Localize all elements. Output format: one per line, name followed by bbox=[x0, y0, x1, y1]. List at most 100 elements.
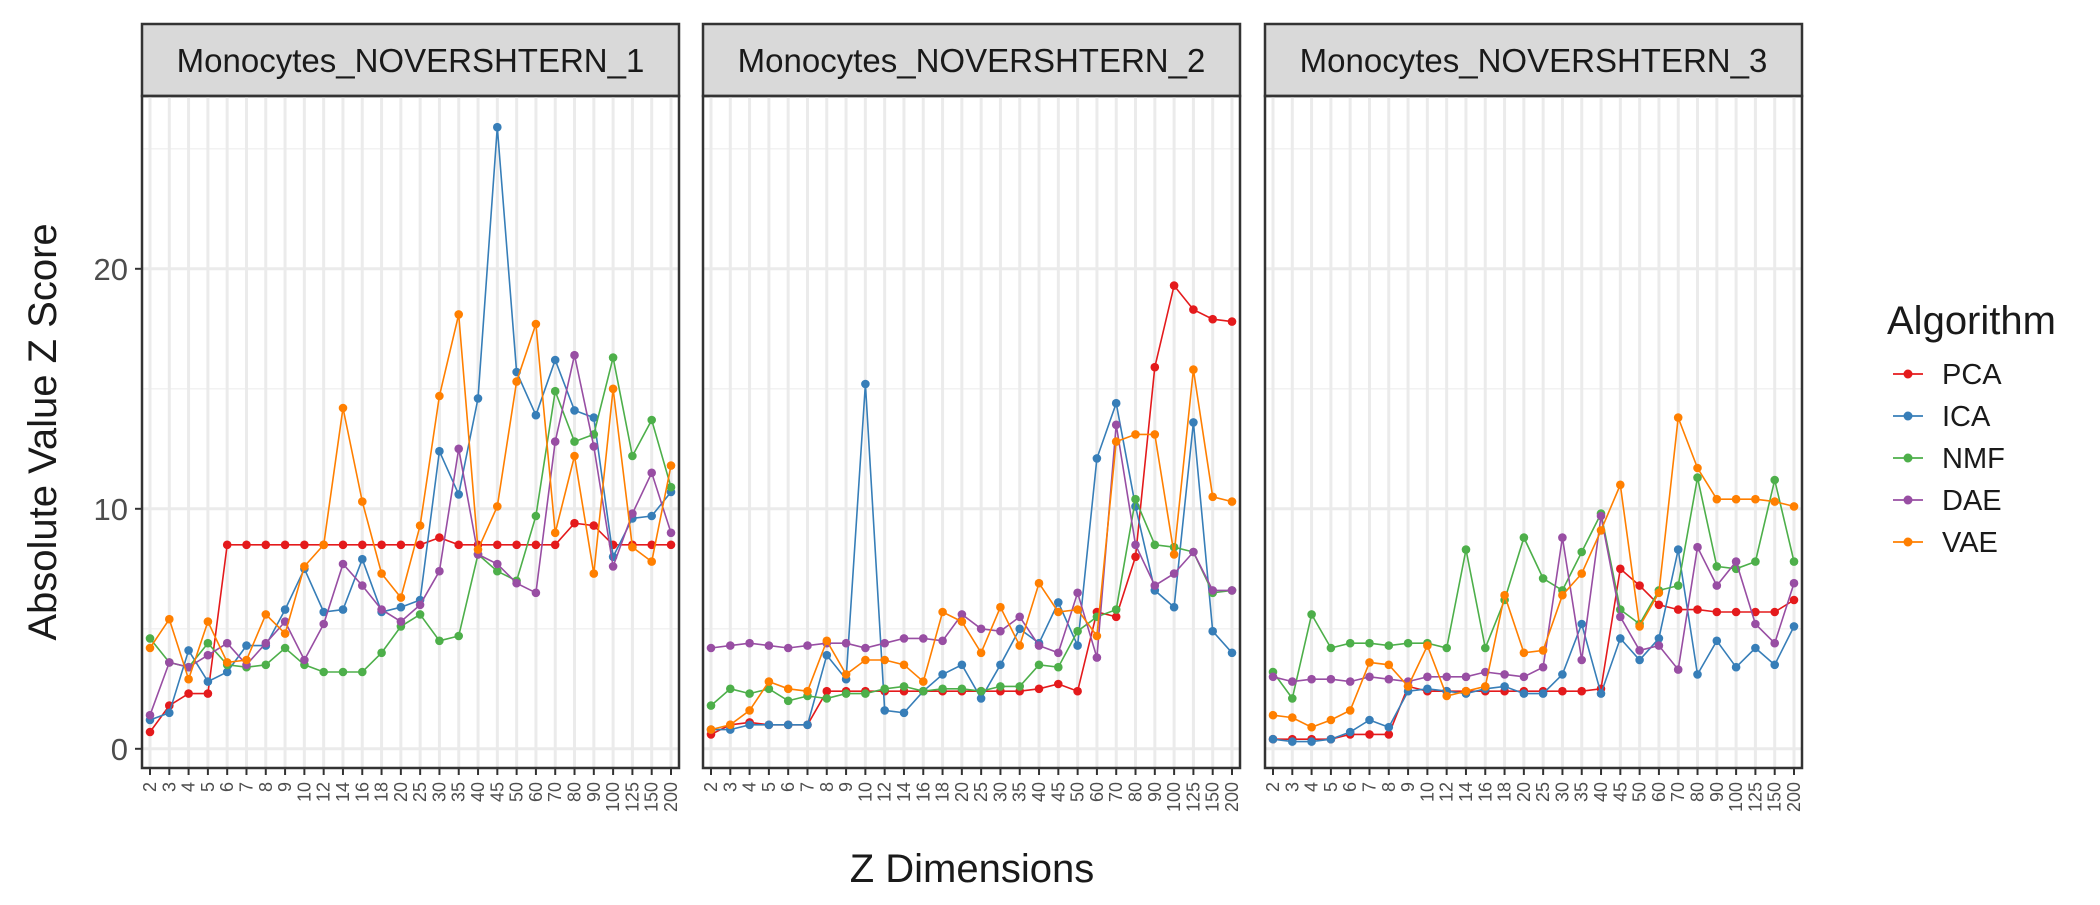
data-point-vae bbox=[1519, 648, 1529, 658]
data-point-ica bbox=[1731, 662, 1741, 672]
x-tick-label: 18 bbox=[933, 782, 953, 802]
x-tick-label: 200 bbox=[661, 782, 681, 812]
data-point-ica bbox=[1345, 727, 1355, 737]
data-point-nmf bbox=[841, 689, 851, 698]
data-point-dae bbox=[938, 636, 947, 646]
series-line-ica bbox=[149, 127, 672, 721]
data-point-vae bbox=[1150, 430, 1160, 439]
data-point-pca bbox=[512, 540, 521, 550]
data-point-dae bbox=[726, 641, 735, 650]
data-point-vae bbox=[1481, 682, 1490, 691]
x-tick-label: 60 bbox=[1087, 782, 1107, 802]
data-point-dae bbox=[512, 578, 521, 588]
x-tick-label: 200 bbox=[1784, 782, 1804, 812]
data-point-nmf bbox=[1693, 473, 1702, 482]
data-point-pca bbox=[1384, 730, 1394, 739]
data-point-dae bbox=[1500, 670, 1509, 679]
data-point-ica bbox=[493, 122, 502, 132]
x-tick-label: 18 bbox=[372, 782, 392, 802]
data-point-nmf bbox=[608, 353, 618, 362]
data-point-dae bbox=[1731, 557, 1741, 566]
x-tick-label: 60 bbox=[526, 782, 546, 802]
data-point-dae bbox=[745, 638, 754, 648]
data-point-nmf bbox=[358, 667, 367, 677]
data-point-dae bbox=[1365, 672, 1374, 682]
data-point-vae bbox=[1770, 497, 1779, 506]
legend-label: ICA bbox=[1942, 401, 1991, 433]
x-tick-label: 50 bbox=[1068, 782, 1088, 802]
series-line-nmf bbox=[710, 496, 1233, 707]
data-point-nmf bbox=[203, 638, 213, 648]
data-point-vae bbox=[1307, 722, 1316, 732]
panel-title: Monocytes_NOVERSHTERN_3 bbox=[1300, 42, 1768, 79]
data-point-dae bbox=[1423, 672, 1432, 682]
data-point-dae bbox=[570, 350, 579, 360]
panel-strip bbox=[701, 22, 1242, 98]
data-point-ica bbox=[938, 670, 947, 679]
data-point-dae bbox=[377, 605, 386, 614]
data-point-vae bbox=[841, 670, 851, 679]
data-point-ica bbox=[1384, 722, 1394, 732]
legend-label: PCA bbox=[1942, 359, 2002, 391]
x-tick-label: 25 bbox=[971, 782, 991, 802]
x-tick-label: 9 bbox=[1398, 782, 1418, 792]
data-point-vae bbox=[1712, 494, 1722, 504]
x-tick-label: 4 bbox=[1302, 782, 1322, 792]
data-point-pca bbox=[454, 540, 464, 550]
data-point-vae bbox=[996, 602, 1005, 612]
x-tick-label: 12 bbox=[875, 782, 895, 802]
x-tick-label: 100 bbox=[603, 782, 623, 812]
data-point-pca bbox=[1131, 552, 1140, 562]
data-point-ica bbox=[899, 708, 909, 718]
data-point-dae bbox=[184, 662, 193, 672]
x-tick-label: 3 bbox=[720, 782, 740, 792]
data-point-vae bbox=[745, 706, 754, 715]
data-point-nmf bbox=[726, 684, 735, 694]
data-point-nmf bbox=[899, 682, 909, 691]
series-line-vae bbox=[710, 369, 1233, 731]
data-point-ica bbox=[1326, 734, 1336, 744]
x-tick-label: 125 bbox=[1745, 782, 1765, 812]
x-tick-label: 6 bbox=[217, 782, 237, 792]
y-tick-label: 0 bbox=[111, 732, 128, 767]
data-point-vae bbox=[1403, 682, 1413, 691]
data-point-nmf bbox=[493, 566, 502, 576]
data-point-pca bbox=[1208, 314, 1217, 324]
data-point-pca bbox=[1054, 679, 1063, 689]
panel-border bbox=[701, 94, 1242, 770]
data-point-pca bbox=[145, 727, 155, 737]
data-point-nmf bbox=[1307, 610, 1316, 619]
data-point-vae bbox=[608, 384, 618, 394]
data-point-dae bbox=[957, 610, 967, 619]
data-point-dae bbox=[764, 641, 774, 650]
x-axis-title: Z Dimensions bbox=[850, 847, 1095, 891]
data-point-dae bbox=[1054, 648, 1063, 658]
data-point-vae bbox=[957, 617, 967, 626]
x-tick-label: 7 bbox=[797, 782, 817, 792]
data-point-dae bbox=[628, 509, 637, 518]
data-point-ica bbox=[1577, 619, 1586, 629]
data-point-pca bbox=[1227, 317, 1237, 326]
data-point-vae bbox=[415, 521, 425, 530]
data-point-vae bbox=[396, 593, 406, 602]
data-point-ica bbox=[1558, 670, 1567, 679]
data-point-dae bbox=[338, 559, 348, 569]
data-point-ica bbox=[1673, 545, 1683, 554]
data-point-pca bbox=[1789, 595, 1799, 605]
legend-title: Algorithm bbox=[1887, 299, 2056, 343]
x-tick-label: 14 bbox=[1456, 782, 1476, 802]
data-point-dae bbox=[1189, 547, 1198, 557]
x-tick-label: 2 bbox=[140, 782, 160, 792]
x-tick-label: 6 bbox=[1340, 782, 1360, 792]
data-point-nmf bbox=[1538, 574, 1548, 583]
data-point-pca bbox=[531, 540, 541, 550]
data-point-pca bbox=[493, 540, 502, 550]
data-point-vae bbox=[1731, 494, 1741, 504]
data-point-nmf bbox=[377, 648, 386, 658]
data-point-dae bbox=[996, 626, 1005, 636]
data-point-ica bbox=[1092, 454, 1102, 463]
data-point-vae bbox=[1384, 660, 1394, 670]
data-point-pca bbox=[589, 521, 599, 530]
data-point-vae bbox=[454, 310, 464, 319]
x-tick-label: 20 bbox=[391, 782, 411, 802]
